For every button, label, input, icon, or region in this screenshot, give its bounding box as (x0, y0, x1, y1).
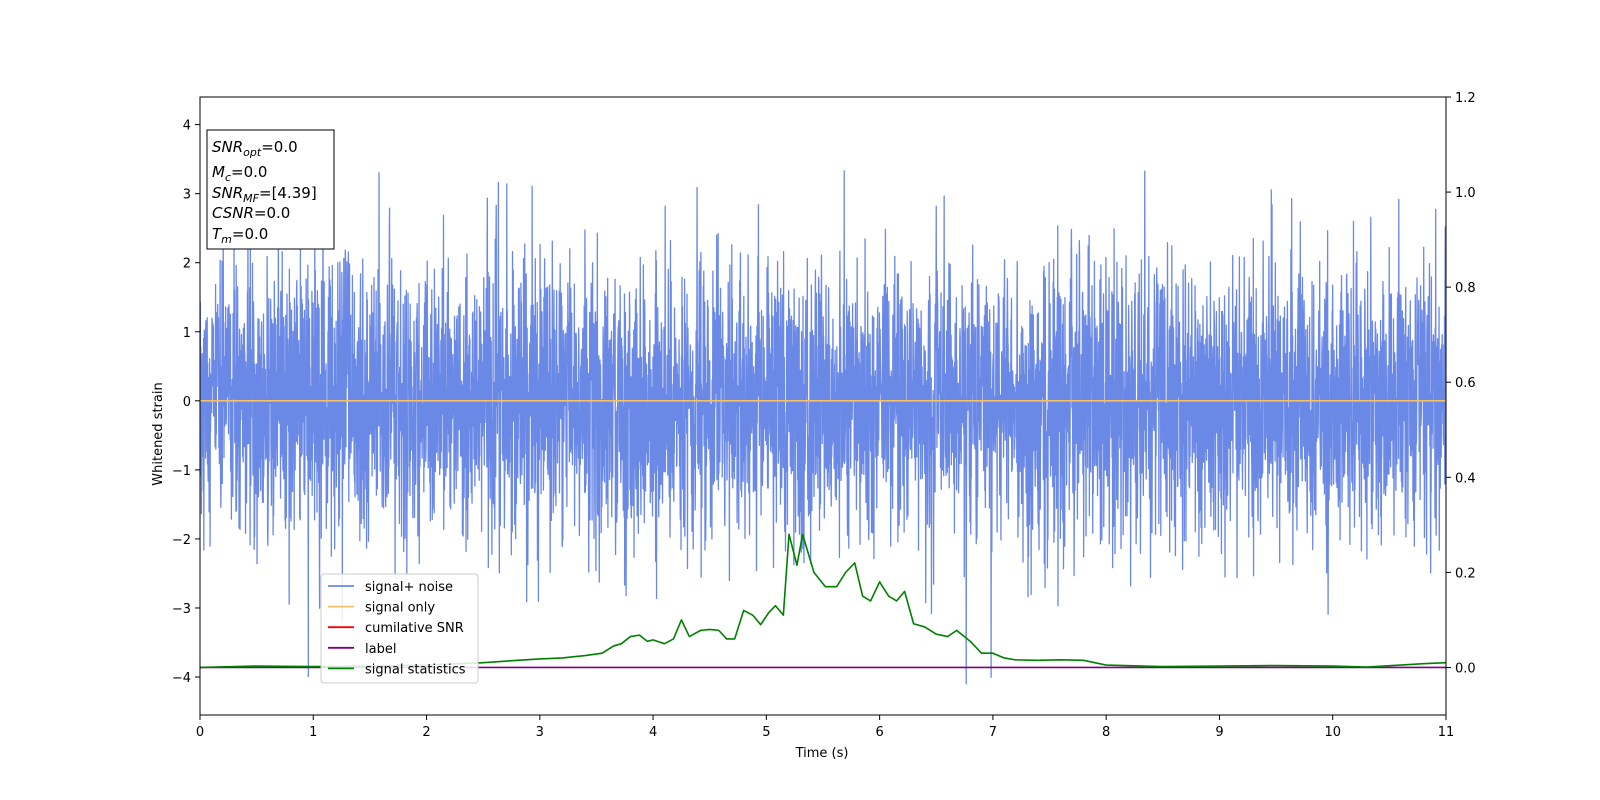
axes: 0 1 2 3 4 5 6 7 8 9 10 11 −4 −3 −2 −1 0 1 2 3 4 0.0 0.2 0.4 0.6 0… (172, 91, 1476, 740)
y-tick-label: 0 (183, 395, 191, 410)
axes-frame (199, 96, 1447, 716)
y-axis-label: Whitened strain (151, 382, 166, 485)
legend-label: signal+ noise (365, 580, 453, 595)
y-tick-label: 4 (183, 119, 191, 134)
annotation-line: CSNR=0.0 (212, 204, 290, 222)
x-tick-label: 10 (1324, 725, 1341, 740)
series-signal-statistics (200, 533, 1446, 669)
series-signal-noise (200, 170, 1446, 685)
x-tick-label: 3 (536, 725, 544, 740)
y-tick-label: −3 (172, 602, 191, 617)
legend-label: cumilative SNR (365, 621, 464, 636)
y2-tick-label: 1.2 (1455, 91, 1476, 106)
annotation-line: SNRMF=[4.39] (212, 184, 317, 205)
x-tick-label: 4 (649, 725, 657, 740)
y-tick-label: 1 (183, 326, 191, 341)
y-tick-label: −2 (172, 533, 191, 548)
legend-label: signal only (365, 601, 435, 616)
y-tick-label: 3 (183, 188, 191, 203)
annotation-box (206, 129, 335, 250)
y2-tick-label: 0.2 (1455, 566, 1476, 581)
annotation-line: Mc=0.0 (212, 163, 267, 184)
annotation-line: SNRopt=0.0 (212, 138, 298, 159)
y2-tick-label: 0.4 (1455, 471, 1476, 486)
legend-label: label (365, 642, 396, 657)
x-tick-label: 6 (875, 725, 883, 740)
x-tick-label: 2 (422, 725, 430, 740)
x-tick-label: 5 (762, 725, 770, 740)
x-tick-label: 1 (309, 725, 317, 740)
legend: signal+ noise signal only cumilative SNR la… (320, 573, 479, 684)
x-tick-label: 9 (1215, 725, 1223, 740)
y2-tick-label: 1.0 (1455, 186, 1476, 201)
x-tick-label: 8 (1102, 725, 1110, 740)
y2-tick-label: 0.0 (1455, 661, 1476, 676)
x-tick-label: 7 (989, 725, 997, 740)
y2-tick-label: 0.8 (1455, 281, 1476, 296)
y2-tick-label: 0.6 (1455, 376, 1476, 391)
x-axis-label: Time (s) (795, 746, 849, 761)
x-tick-label: 11 (1438, 725, 1455, 740)
x-tick-label: 0 (196, 725, 204, 740)
y-tick-label: −1 (172, 464, 191, 479)
y-tick-label: 2 (183, 257, 191, 272)
y-tick-label: −4 (172, 671, 191, 686)
legend-box (320, 573, 479, 684)
legend-label: signal statistics (365, 662, 466, 677)
annotation-line: Tm=0.0 (212, 225, 268, 246)
